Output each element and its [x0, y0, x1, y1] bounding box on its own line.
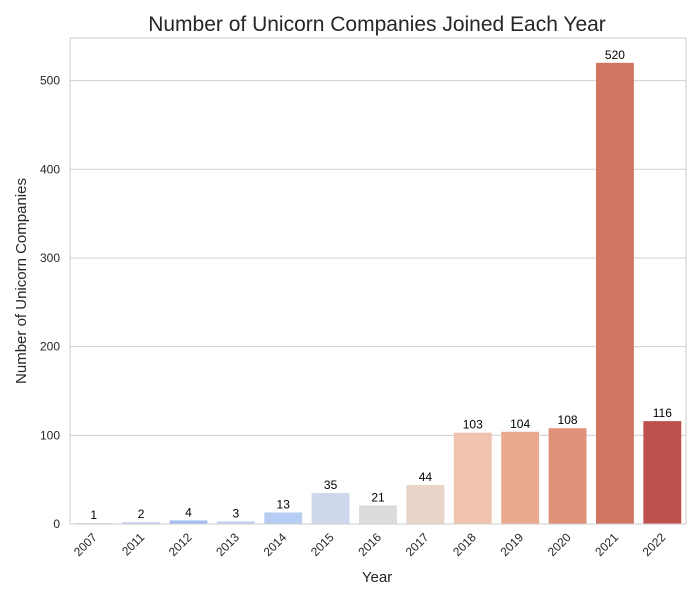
x-tick-label: 2020	[545, 530, 574, 559]
data-label-2012: 4	[185, 505, 192, 519]
bar-2021	[595, 62, 634, 524]
bar-2017	[406, 484, 445, 524]
bar-2011	[122, 522, 161, 524]
data-label-2019: 104	[510, 417, 530, 431]
x-tick-label: 2018	[450, 530, 479, 559]
x-tick-label: 2021	[592, 530, 621, 559]
x-tick-label: 2013	[213, 530, 242, 559]
x-tick-label: 2019	[497, 530, 526, 559]
bar-2018	[453, 432, 492, 524]
data-label-2015: 35	[324, 478, 338, 492]
bar-2015	[311, 492, 350, 524]
data-label-2007: 1	[90, 508, 97, 522]
data-label-2014: 13	[277, 497, 291, 511]
y-axis-label: Number of Unicorn Companies	[13, 178, 30, 384]
y-tick-label: 400	[40, 162, 60, 176]
data-label-2017: 44	[419, 470, 433, 484]
x-tick-label: 2011	[119, 530, 147, 558]
x-tick-label: 2016	[355, 530, 384, 559]
data-label-2021: 520	[605, 48, 625, 62]
data-label-2022: 116	[653, 406, 672, 420]
y-tick-label: 0	[53, 517, 60, 531]
bar-2012	[169, 520, 208, 524]
x-tick-label: 2014	[261, 530, 290, 559]
data-label-2013: 3	[233, 506, 240, 520]
y-tick-label: 500	[40, 74, 60, 88]
x-tick-label: 2007	[71, 530, 100, 559]
y-tick-label: 200	[40, 340, 60, 354]
chart-title: Number of Unicorn Companies Joined Each …	[148, 13, 606, 36]
bar-2014	[264, 512, 303, 524]
bar-2019	[501, 431, 540, 524]
bar-2013	[216, 521, 255, 524]
data-label-2016: 21	[371, 490, 385, 504]
x-tick-label: 2015	[308, 530, 337, 559]
bar-2020	[548, 428, 587, 524]
x-tick-label: 2012	[166, 530, 195, 559]
plot-frame	[69, 37, 687, 525]
data-label-2020: 108	[558, 413, 578, 427]
y-tick-label: 300	[40, 251, 60, 265]
x-tick-label: 2017	[403, 530, 432, 559]
x-axis-label: Year	[362, 569, 392, 586]
data-label-2011: 2	[138, 507, 145, 521]
bar-2022	[643, 421, 682, 524]
data-label-2018: 103	[463, 418, 483, 432]
bar-2016	[359, 505, 397, 524]
x-tick-label: 2022	[640, 530, 669, 559]
y-tick-label: 100	[40, 428, 60, 442]
